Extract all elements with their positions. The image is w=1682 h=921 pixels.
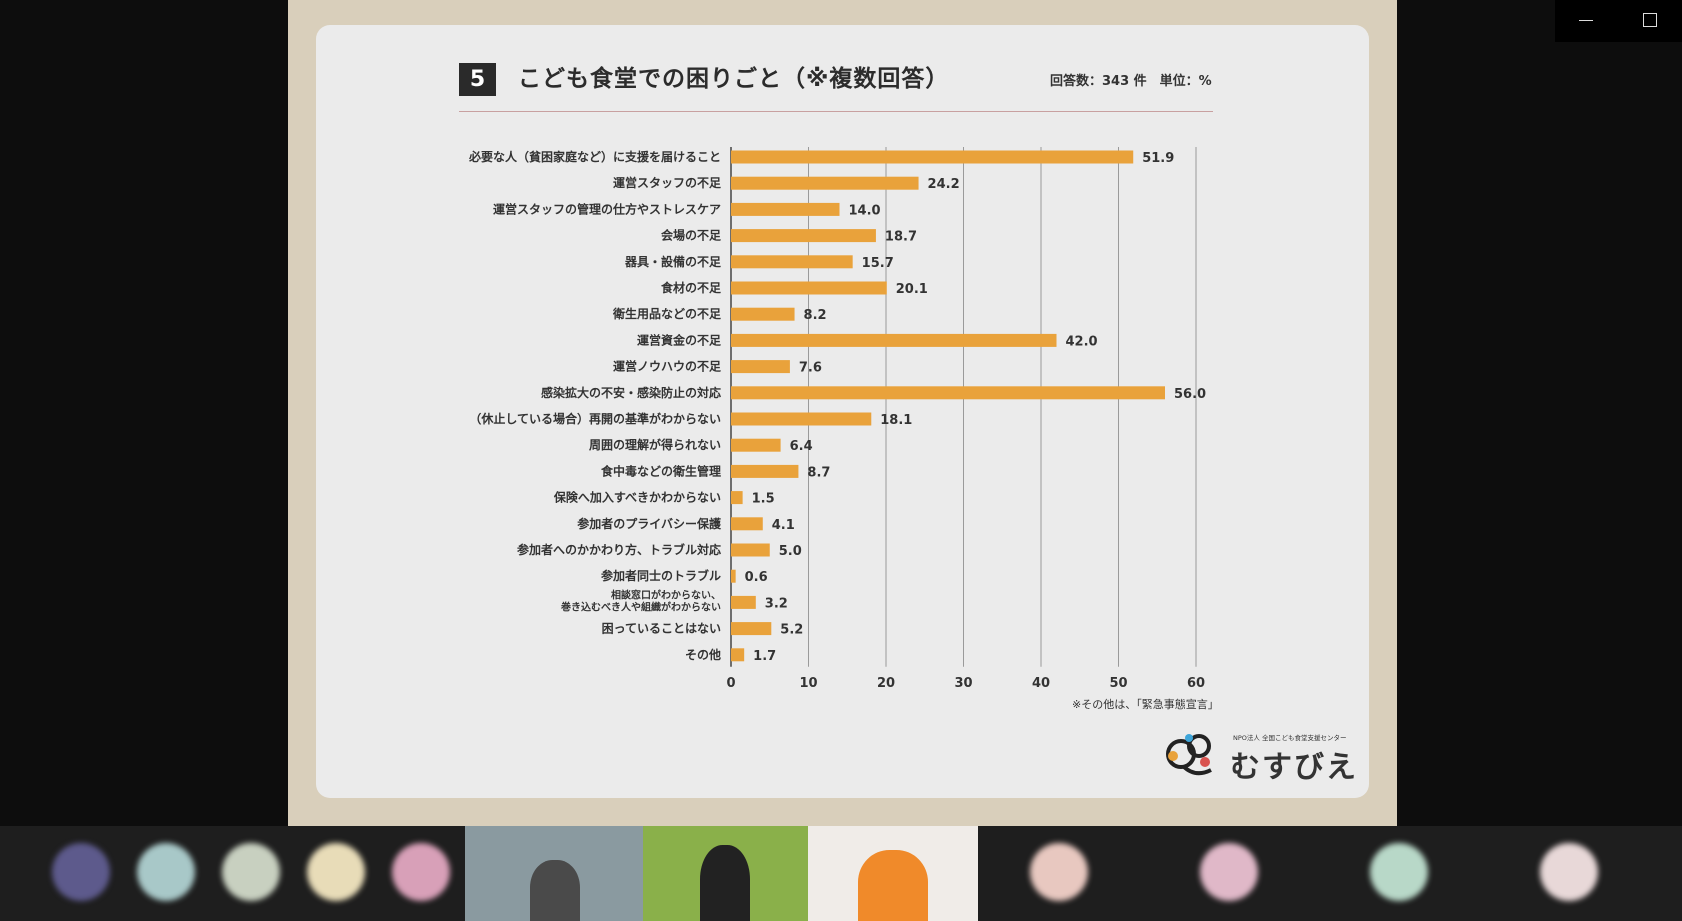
- maximize-icon[interactable]: [1619, 0, 1679, 42]
- value-label: 15.7: [862, 256, 894, 271]
- category-label: 食中毒などの衛生管理: [600, 463, 721, 478]
- participant-avatar[interactable]: [1200, 843, 1258, 901]
- x-tick-label: 50: [1109, 676, 1127, 691]
- bar: [731, 333, 1057, 347]
- category-label: 困っていることはない: [602, 622, 721, 636]
- value-label: 20.1: [896, 282, 928, 297]
- x-tick-label: 0: [726, 676, 735, 691]
- bar: [731, 202, 840, 216]
- value-label: 3.2: [765, 596, 788, 611]
- chart-note: ※その他は、「緊急事態宣言」: [1072, 698, 1219, 711]
- x-tick-label: 10: [799, 676, 817, 691]
- bar: [731, 491, 743, 505]
- category-label: 運営スタッフの不足: [613, 175, 721, 190]
- category-label: 巻き込むべき人や組織がわからない: [560, 600, 721, 613]
- bar: [731, 595, 756, 609]
- bar: [731, 281, 887, 295]
- value-label: 42.0: [1066, 334, 1098, 349]
- participant-avatar[interactable]: [137, 843, 195, 901]
- bar: [731, 569, 736, 583]
- window-controls: [1555, 0, 1682, 42]
- title-divider: [459, 111, 1213, 112]
- category-label: 感染拡大の不安・感染防止の対応: [541, 385, 721, 400]
- bar: [731, 412, 872, 426]
- value-label: 24.2: [928, 177, 960, 192]
- musubie-logo-icon: [1166, 734, 1212, 776]
- category-label: その他: [685, 647, 721, 662]
- slide-number-badge: 5: [459, 63, 496, 96]
- value-label: 0.6: [745, 570, 768, 585]
- bar: [731, 255, 853, 269]
- bar: [731, 307, 795, 321]
- value-label: 5.2: [780, 623, 803, 638]
- participant-avatar[interactable]: [1540, 843, 1598, 901]
- bar: [731, 360, 790, 374]
- participant-avatar[interactable]: [1030, 843, 1088, 901]
- category-label: 器具・設備の不足: [624, 254, 721, 269]
- category-label: 周囲の理解が得られない: [589, 437, 721, 452]
- bar: [731, 176, 919, 190]
- bar: [731, 464, 799, 478]
- value-label: 4.1: [772, 518, 795, 533]
- value-label: 6.4: [790, 439, 813, 454]
- category-label: 相談窓口がわからない、: [611, 588, 721, 601]
- bar: [731, 648, 745, 662]
- value-label: 1.7: [753, 649, 776, 664]
- bar: [731, 150, 1134, 164]
- value-label: 8.2: [804, 308, 827, 323]
- participant-figure: [530, 860, 580, 921]
- x-tick-label: 40: [1032, 676, 1050, 691]
- category-label: 運営資金の不足: [637, 332, 721, 347]
- participant-avatar[interactable]: [307, 843, 365, 901]
- bar: [731, 229, 876, 243]
- participant-avatar[interactable]: [1370, 843, 1428, 901]
- category-label: 参加者同士のトラブル: [601, 568, 721, 583]
- category-label: 運営スタッフの管理の仕方やストレスケア: [493, 201, 721, 216]
- bar: [731, 438, 781, 452]
- slide-title: こども食堂での困りごと（※複数回答）: [518, 66, 950, 92]
- value-label: 56.0: [1174, 387, 1206, 402]
- value-label: 7.6: [799, 361, 822, 376]
- participant-avatar[interactable]: [392, 843, 450, 901]
- category-label: 参加者へのかかわり方、トラブル対応: [517, 542, 721, 557]
- participant-figure: [858, 850, 928, 921]
- bar: [731, 622, 772, 636]
- category-label: 参加者のプライバシー保護: [577, 516, 722, 531]
- value-label: 5.0: [779, 544, 802, 559]
- category-label: 運営ノウハウの不足: [613, 359, 721, 374]
- category-label: 必要な人（貧困家庭など）に支援を届けること: [468, 149, 721, 164]
- value-label: 1.5: [752, 492, 775, 507]
- value-label: 14.0: [849, 203, 881, 218]
- x-tick-label: 30: [954, 676, 972, 691]
- value-label: 51.9: [1142, 151, 1174, 166]
- category-label: 会場の不足: [661, 228, 721, 243]
- value-label: 8.7: [807, 465, 830, 480]
- bar: [731, 543, 770, 557]
- category-label: （休止している場合）再開の基準がわからない: [469, 411, 721, 426]
- x-tick-label: 60: [1187, 676, 1205, 691]
- category-label: 衛生用品などの不足: [612, 306, 721, 321]
- logo-org: NPO法人 全国こども食堂支援センター: [1233, 734, 1347, 742]
- category-label: 食材の不足: [660, 280, 721, 295]
- participant-avatar[interactable]: [52, 843, 110, 901]
- participant-figure: [700, 845, 750, 921]
- bar: [731, 517, 763, 531]
- participant-avatar[interactable]: [222, 843, 280, 901]
- x-tick-label: 20: [877, 676, 895, 691]
- value-label: 18.7: [885, 230, 917, 245]
- slide-meta: 回答数：343 件 単位：%: [1050, 74, 1212, 89]
- value-label: 18.1: [880, 413, 912, 428]
- logo-name: むすびえ: [1230, 750, 1358, 785]
- category-label: 保険へ加入すべきかわからない: [553, 490, 721, 505]
- minimize-icon[interactable]: [1555, 0, 1615, 42]
- bar: [731, 386, 1165, 400]
